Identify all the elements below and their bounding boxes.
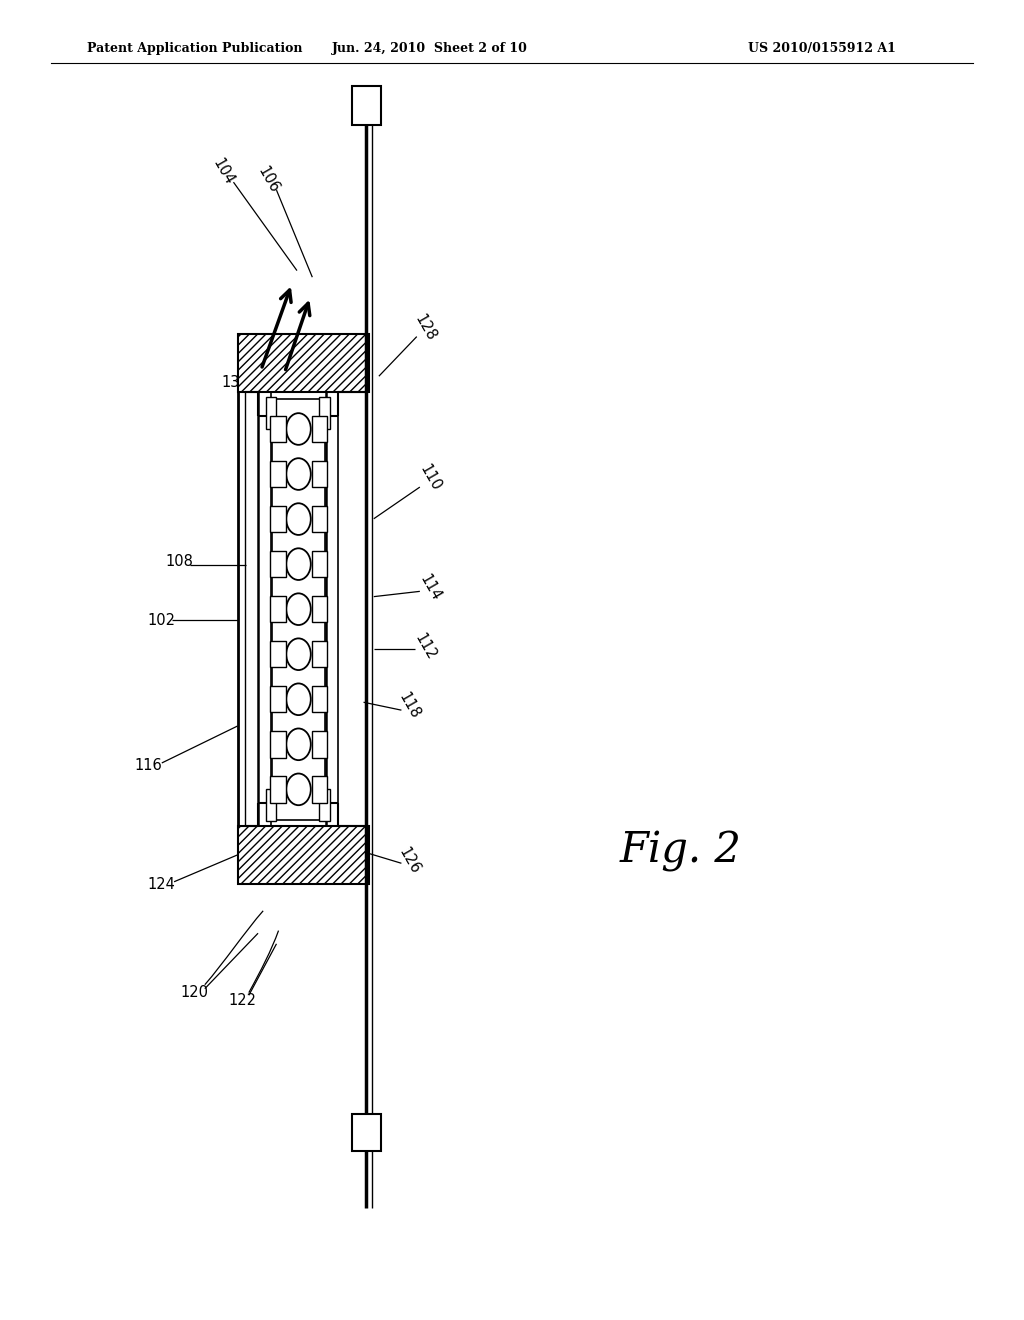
Text: 128: 128 (412, 312, 438, 343)
Text: Patent Application Publication: Patent Application Publication (87, 42, 302, 55)
Text: 108: 108 (165, 553, 194, 569)
Text: 118: 118 (396, 690, 423, 722)
Bar (272, 399, 325, 820)
Text: 120: 120 (180, 985, 209, 1001)
Bar (270, 642, 286, 668)
Bar (238, 334, 369, 392)
Bar (270, 416, 286, 442)
Bar (270, 597, 286, 623)
Text: 124: 124 (147, 876, 176, 892)
Text: 126: 126 (396, 845, 423, 876)
Bar (312, 776, 327, 803)
Bar (312, 416, 327, 442)
Bar (270, 686, 286, 713)
Bar (270, 506, 286, 532)
Bar (312, 731, 327, 758)
Bar (270, 731, 286, 758)
Text: 112: 112 (412, 631, 438, 663)
Bar (312, 461, 327, 487)
Bar (266, 397, 276, 429)
Bar (312, 506, 327, 532)
Bar (270, 461, 286, 487)
Text: 114: 114 (417, 572, 443, 603)
Text: 104: 104 (210, 156, 237, 187)
Text: 102: 102 (147, 612, 176, 628)
Text: Jun. 24, 2010  Sheet 2 of 10: Jun. 24, 2010 Sheet 2 of 10 (332, 42, 528, 55)
Bar (352, 1114, 381, 1151)
Bar (319, 397, 330, 429)
Bar (312, 597, 327, 623)
Bar (238, 826, 369, 884)
Text: Fig. 2: Fig. 2 (620, 830, 742, 873)
Bar (266, 789, 276, 821)
Bar (312, 642, 327, 668)
Bar (312, 550, 327, 577)
Text: 106: 106 (255, 164, 282, 195)
Bar (270, 550, 286, 577)
Text: US 2010/0155912 A1: US 2010/0155912 A1 (748, 42, 895, 55)
Bar (352, 86, 381, 125)
Text: 116: 116 (134, 758, 163, 774)
Text: 130: 130 (221, 375, 250, 391)
Bar (319, 789, 330, 821)
Bar (270, 776, 286, 803)
Text: 110: 110 (417, 462, 443, 494)
Text: 122: 122 (228, 993, 257, 1008)
Bar (312, 686, 327, 713)
